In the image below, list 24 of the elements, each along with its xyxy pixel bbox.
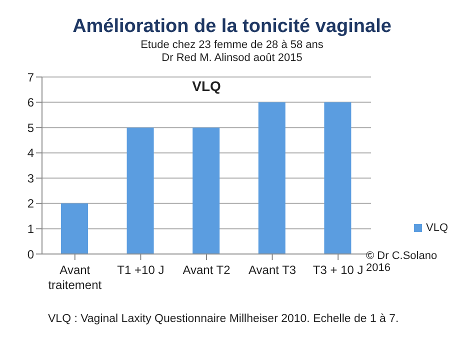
bar — [258, 102, 286, 254]
chart-title: Amélioration de la tonicité vaginale — [72, 16, 392, 38]
y-tick-label: 1 — [27, 222, 34, 236]
x-tick-label: Avant T3 — [248, 263, 296, 277]
bar — [324, 102, 352, 254]
bar — [192, 128, 220, 254]
annotation: VLQ — [191, 78, 222, 94]
text: VLQ : Vaginal Laxity Questionnaire Millheiser 2010. Echelle de 1 à 7. — [48, 313, 399, 325]
x-tick-label: Avant T2 — [182, 263, 231, 277]
bar — [61, 203, 88, 254]
x-tick-label: T3 + 10 J — [312, 263, 364, 277]
y-tick-label: 0 — [27, 247, 34, 262]
annotation: © Dr C.Solano 2016 — [366, 250, 438, 274]
y-tick-label: 7 — [27, 70, 34, 84]
x-tick-label: T1 +10 J — [117, 263, 164, 277]
y-tick-label: 2 — [27, 196, 34, 211]
legend-label: VLQ — [426, 222, 448, 234]
chart-subtitle: Etude chez 23 femme de 28 à 58 ans Dr Red M. Alinsod août 2015 — [140, 39, 324, 64]
y-tick-label: 3 — [27, 171, 34, 186]
y-tick-label: 4 — [27, 146, 34, 160]
y-tick-label: 5 — [27, 120, 34, 135]
x-tick-label: Avant traitement — [48, 263, 102, 292]
bar — [126, 128, 154, 254]
y-tick-label: 6 — [27, 96, 34, 110]
